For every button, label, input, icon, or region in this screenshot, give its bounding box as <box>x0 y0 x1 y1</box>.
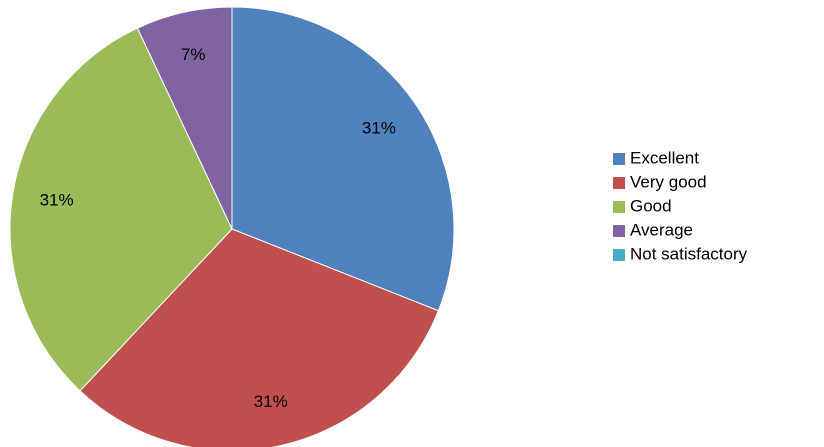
legend-label: Not satisfactory <box>630 244 748 263</box>
data-label: 31% <box>40 191 74 210</box>
legend-label: Excellent <box>630 148 699 167</box>
legend-swatch <box>613 153 625 165</box>
legend-label: Very good <box>630 172 707 191</box>
pie-slice <box>79 228 440 447</box>
legend-swatch <box>613 201 625 213</box>
data-label: 7% <box>181 45 206 64</box>
legend-swatch <box>613 225 625 237</box>
legend-label: Average <box>630 220 693 239</box>
legend-label: Good <box>630 196 672 215</box>
data-label: 31% <box>362 119 396 138</box>
pie-slice <box>231 6 455 312</box>
pie-slice <box>9 27 233 392</box>
data-label: 31% <box>254 392 288 411</box>
legend-swatch <box>613 177 625 189</box>
legend-swatch <box>613 249 625 261</box>
